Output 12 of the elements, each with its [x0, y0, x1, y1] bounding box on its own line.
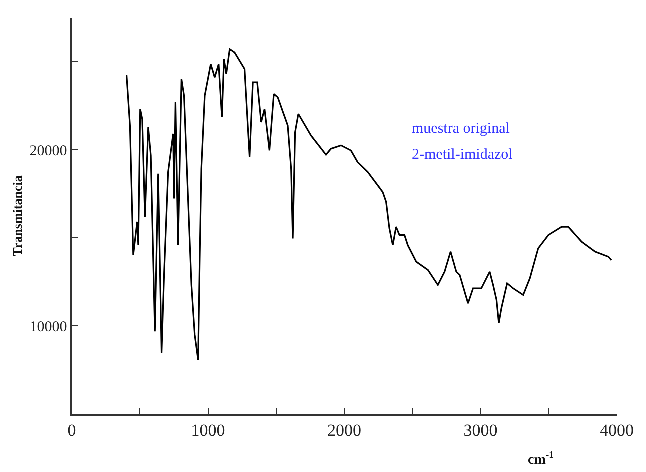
y-tick-label: 20000 — [30, 143, 68, 160]
line-series — [126, 48, 612, 361]
annotation: muestra original — [412, 121, 510, 137]
x-tick-label: 0 — [68, 421, 76, 440]
x-tick-label: 2000 — [328, 421, 362, 440]
x-tick-label: 3000 — [464, 421, 498, 440]
x-tick-label: 1000 — [191, 421, 226, 440]
x-axis-title: cm$^{-1}$ — [528, 450, 554, 468]
y-axis-title: Transmitancia — [10, 175, 26, 256]
annotation: 2-metil-imidazol — [412, 147, 513, 163]
y-tick-label: 10000 — [30, 319, 68, 336]
x-tick-label: 4000 — [600, 421, 634, 440]
